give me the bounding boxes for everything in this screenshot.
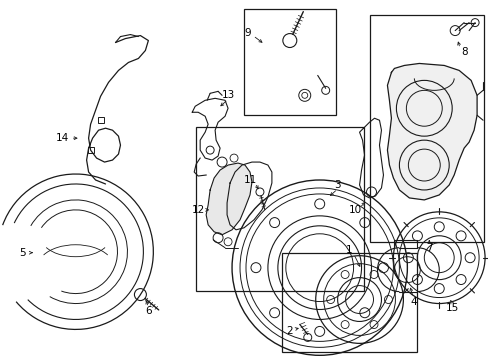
- Text: 14: 14: [56, 133, 69, 143]
- Text: 9: 9: [244, 28, 251, 37]
- Text: 5: 5: [20, 248, 26, 258]
- Text: 6: 6: [145, 306, 151, 316]
- Bar: [87, 147, 93, 153]
- Bar: [281, 253, 416, 352]
- Polygon shape: [386, 63, 476, 200]
- Text: 11: 11: [243, 175, 256, 185]
- Bar: [369, 15, 483, 242]
- Bar: [98, 117, 103, 123]
- Text: 2: 2: [286, 327, 292, 336]
- Text: 8: 8: [460, 48, 467, 58]
- Polygon shape: [206, 163, 251, 235]
- Text: 15: 15: [445, 302, 458, 312]
- Bar: [244, 9, 335, 115]
- Bar: [196, 127, 363, 291]
- Text: 3: 3: [334, 180, 340, 190]
- Text: 13: 13: [221, 90, 234, 100]
- Text: 1: 1: [346, 245, 352, 255]
- Text: 7: 7: [425, 243, 432, 253]
- Text: 10: 10: [348, 205, 362, 215]
- Text: 4: 4: [409, 297, 416, 306]
- Text: 12: 12: [191, 205, 204, 215]
